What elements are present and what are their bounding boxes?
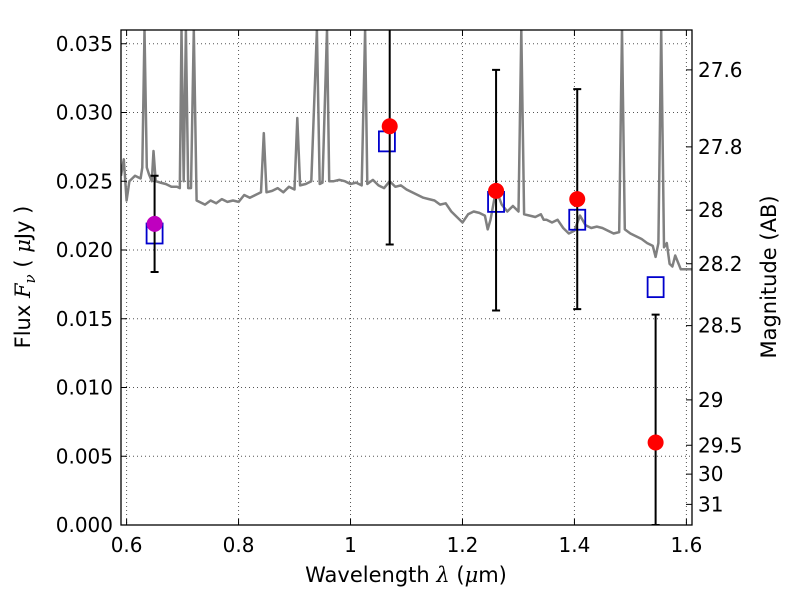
- observed-point: [488, 182, 505, 199]
- y-tick-label: 0.030: [56, 101, 113, 125]
- x-axis-label: Wavelength λ (μm): [305, 563, 507, 587]
- y-tick-label: 0.010: [56, 376, 113, 400]
- x-tick-label: 1.4: [559, 533, 591, 557]
- y-tick-label: 0.000: [56, 513, 113, 537]
- tick-labels: 0.6 0.8 1 1.2 1.4 1.6 0.000 0.005 0.010 0.015 0.02…: [56, 32, 743, 557]
- y2-tick-label: 30: [698, 462, 723, 486]
- observed-point: [569, 191, 586, 208]
- y2-tick-label: 29: [698, 388, 723, 412]
- y2-tick-label: 29.5: [698, 433, 743, 457]
- observed-point: [381, 118, 398, 135]
- grid: [121, 30, 692, 526]
- y-tick-label: 0.015: [56, 307, 113, 331]
- y-axis-label: Flux Fν ( μJy ): [11, 206, 39, 349]
- y2-tick-label: 28.5: [698, 314, 743, 338]
- observed-point: [647, 434, 664, 451]
- y2-tick-label: 27.8: [698, 135, 743, 159]
- model-square: [646, 276, 665, 299]
- y2-tick-label: 31: [698, 492, 723, 516]
- ticks: [121, 30, 692, 526]
- y2-tick-label: 27.6: [698, 58, 743, 82]
- x-tick-label: 0.8: [223, 533, 255, 557]
- plot-frame: [120, 29, 693, 526]
- y-tick-label: 0.005: [56, 444, 113, 468]
- y2-tick-label: 28.2: [698, 252, 743, 276]
- y-tick-label: 0.020: [56, 238, 113, 262]
- x-tick-label: 1.2: [447, 533, 479, 557]
- observed-point: [146, 215, 163, 232]
- spectrum-line: [121, 30, 692, 271]
- y-tick-label: 0.025: [56, 169, 113, 193]
- y2-axis-label: Magnitude (AB): [757, 195, 781, 358]
- y2-tick-label: 28: [698, 198, 723, 222]
- data-layer: [121, 30, 692, 525]
- x-tick-label: 1: [344, 533, 357, 557]
- x-tick-label: 0.6: [111, 533, 143, 557]
- plot-background: [121, 30, 692, 525]
- x-tick-label: 1.6: [670, 533, 702, 557]
- y-tick-label: 0.035: [56, 32, 113, 56]
